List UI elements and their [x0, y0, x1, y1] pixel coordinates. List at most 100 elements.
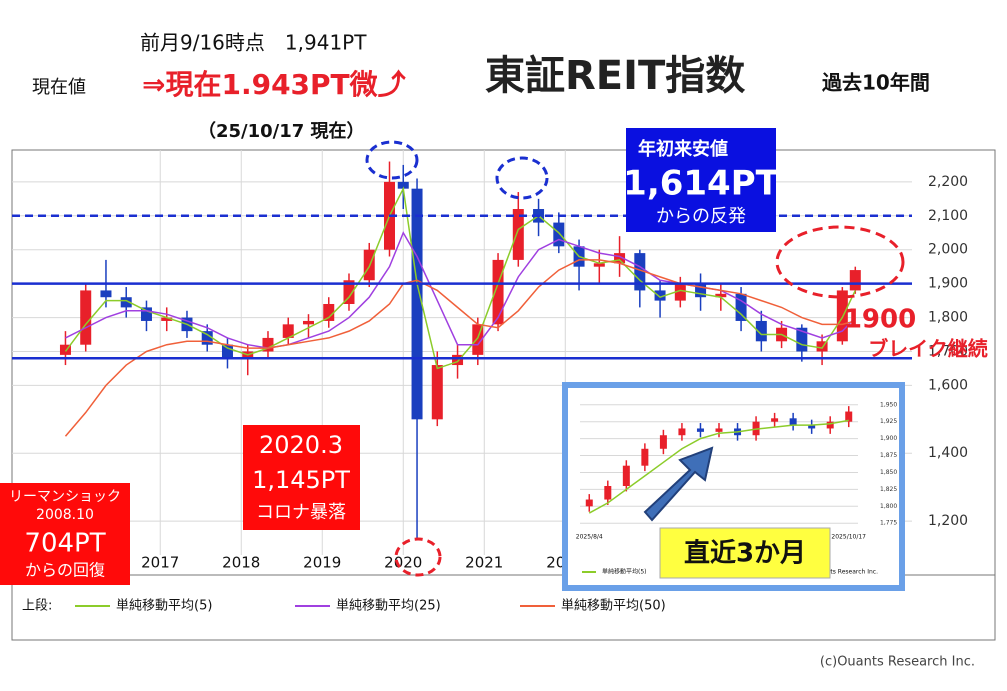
candle-body	[452, 354, 464, 366]
candle-body	[771, 418, 779, 422]
y-tick-label: 1,800	[880, 503, 897, 510]
low-box	[626, 128, 776, 232]
y-tick-label: 1,775	[880, 520, 897, 527]
peak-circle	[495, 156, 549, 200]
legend-label: 単純移動平均(5)	[602, 568, 647, 576]
candle-body	[262, 337, 274, 352]
lehman-date: 2008.10	[36, 507, 94, 523]
lehman-value: 704PT	[24, 529, 105, 559]
y-tick-label: 1,600	[928, 377, 968, 393]
candle-body	[678, 428, 686, 436]
y-tick-label: 2,100	[928, 208, 968, 224]
moving-average	[64, 259, 856, 437]
x-tick-label: 2021	[465, 554, 503, 572]
candle-body	[849, 270, 861, 291]
y-tick-label: 1,925	[880, 418, 897, 425]
low-value: 1,614PT	[623, 164, 779, 204]
title: 東証REIT指数	[485, 53, 745, 99]
candle-body	[674, 283, 686, 301]
main-chart: 2,200 2,100 2,000 1,900 1,800 1,700 1,600 1,400…	[12, 150, 968, 614]
y-tick-label: 2,000	[928, 242, 968, 258]
y-tick-label: 1,875	[880, 452, 897, 459]
candle-body	[622, 465, 630, 486]
candle-body	[343, 280, 355, 304]
recent-box	[659, 527, 831, 579]
candle-body	[100, 290, 112, 298]
x-tick-label: 2020	[384, 554, 422, 572]
legend-label: 単純移動平均(25)	[336, 598, 441, 614]
candle-body	[634, 253, 646, 291]
candle-body	[808, 425, 816, 429]
recent-label: 直近3か月	[684, 539, 806, 569]
candle-body	[553, 222, 565, 247]
candle-body	[845, 411, 853, 422]
legend-label: 単純移動平均(50)	[561, 598, 666, 614]
candle-body	[140, 307, 152, 321]
candle-body	[80, 290, 92, 345]
candle-body	[282, 324, 294, 338]
candle-body	[397, 181, 409, 189]
inset-copyright: (c)Ouants Research Inc.	[806, 569, 878, 576]
previous-value: 前月9/16時点 1,941PT	[140, 31, 367, 55]
candle-body	[201, 331, 213, 345]
y-tick-label: 1,950	[880, 401, 897, 408]
lehman-title: リーマンショック	[9, 489, 121, 505]
legend-prefix: 上段:	[22, 599, 52, 614]
candle-body	[715, 293, 727, 298]
y-tick-label: 1,900	[928, 276, 968, 292]
candle-body	[659, 435, 667, 449]
x-tick-label: 2017	[141, 554, 179, 572]
candle-body	[411, 188, 423, 420]
candle-body	[593, 263, 605, 267]
trend-arrow	[643, 446, 714, 522]
y-tick-label: 1,200	[928, 513, 968, 529]
y-tick-label: 1,800	[928, 310, 968, 326]
candle-body	[641, 448, 649, 466]
candle-body	[59, 344, 71, 355]
candle-body	[604, 486, 612, 500]
y-tick-label: 1,850	[880, 469, 897, 476]
y-tick-label: 1,900	[880, 435, 897, 442]
candle-body	[221, 344, 233, 359]
copyright: (c)Ouants Research Inc.	[820, 655, 975, 670]
candle-body	[789, 418, 797, 426]
candle-body	[715, 428, 723, 432]
candle-body	[472, 324, 484, 355]
x-tick-label: 2025/8/4	[576, 534, 603, 541]
current-value: ⇒現在1.943PT微⤴	[142, 68, 407, 101]
low-title: 年初来安値	[638, 138, 728, 160]
x-tick-label: 2019	[303, 554, 341, 572]
candle-body	[735, 293, 747, 321]
covid-date: 2020.3	[259, 431, 343, 459]
candle-body	[614, 253, 626, 264]
candle-body	[826, 421, 834, 429]
candle-body	[512, 209, 524, 260]
moving-average	[64, 186, 856, 370]
moving-average	[588, 419, 849, 514]
moving-average	[65, 231, 856, 349]
x-tick-label: 2025/10/17	[831, 534, 866, 541]
candle-body	[654, 290, 666, 301]
candle-body	[816, 341, 828, 352]
date: （25/10/17 現在）	[198, 120, 365, 142]
covid-note: コロナ暴落	[256, 502, 346, 523]
x-tick-label: 2018	[222, 554, 260, 572]
candle-body	[696, 428, 704, 432]
candle-body	[120, 297, 132, 308]
candle-body	[161, 317, 173, 321]
break-note: ブレイク継続	[868, 337, 988, 361]
candle-body	[302, 320, 314, 325]
covid-value: 1,145PT	[252, 466, 350, 494]
y-tick-label: 2,200	[928, 174, 968, 190]
y-tick-label: 1,400	[928, 445, 968, 461]
lehman-note: からの回復	[25, 561, 105, 580]
crash-circle	[394, 537, 442, 577]
peak-circle	[365, 140, 419, 180]
covid-box	[243, 425, 360, 530]
candle-body	[695, 283, 707, 298]
lehman-box	[0, 483, 130, 585]
candle-body	[796, 327, 808, 352]
candle-body	[755, 320, 767, 342]
